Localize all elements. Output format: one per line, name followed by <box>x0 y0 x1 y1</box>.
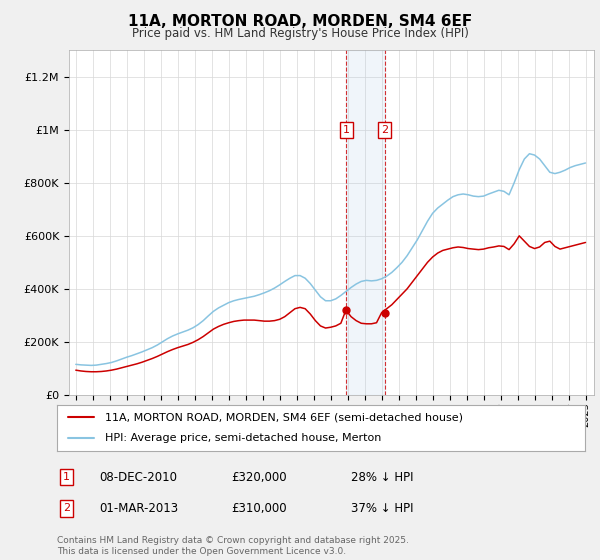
Text: 2: 2 <box>381 125 388 135</box>
Text: 11A, MORTON ROAD, MORDEN, SM4 6EF: 11A, MORTON ROAD, MORDEN, SM4 6EF <box>128 14 472 29</box>
Text: Price paid vs. HM Land Registry's House Price Index (HPI): Price paid vs. HM Land Registry's House … <box>131 27 469 40</box>
Text: 28% ↓ HPI: 28% ↓ HPI <box>351 470 413 484</box>
Text: 01-MAR-2013: 01-MAR-2013 <box>99 502 178 515</box>
Text: 2: 2 <box>63 503 70 514</box>
Text: £310,000: £310,000 <box>231 502 287 515</box>
Bar <box>346 50 385 395</box>
Text: 1: 1 <box>63 472 70 482</box>
Text: 08-DEC-2010: 08-DEC-2010 <box>99 470 177 484</box>
Text: 11A, MORTON ROAD, MORDEN, SM4 6EF (semi-detached house): 11A, MORTON ROAD, MORDEN, SM4 6EF (semi-… <box>104 412 463 422</box>
Text: Contains HM Land Registry data © Crown copyright and database right 2025.
This d: Contains HM Land Registry data © Crown c… <box>57 536 409 556</box>
Text: 37% ↓ HPI: 37% ↓ HPI <box>351 502 413 515</box>
Text: HPI: Average price, semi-detached house, Merton: HPI: Average price, semi-detached house,… <box>104 433 381 444</box>
Text: £320,000: £320,000 <box>231 470 287 484</box>
Text: 1: 1 <box>343 125 350 135</box>
